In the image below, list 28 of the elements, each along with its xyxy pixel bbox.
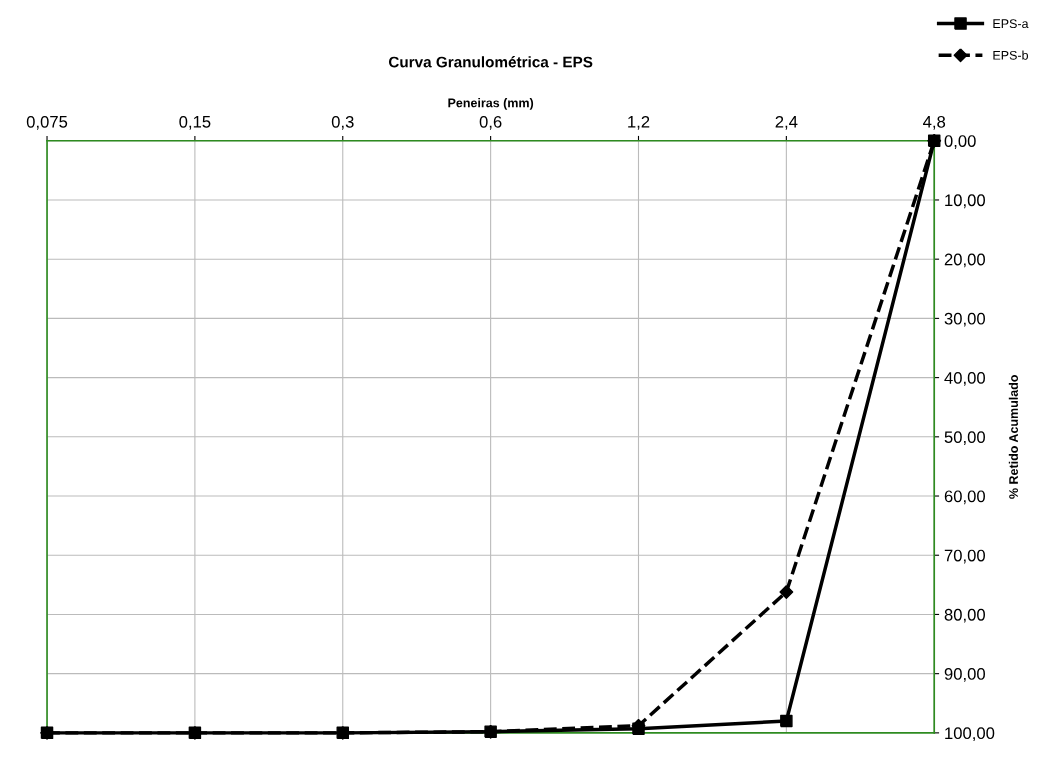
- y-tick-label: 20,00: [944, 253, 986, 268]
- legend-label: EPS-b: [993, 50, 1028, 60]
- y-tick-label: 90,00: [944, 668, 986, 682]
- x-tick-label: 4,8: [923, 115, 946, 130]
- point: [780, 714, 793, 728]
- x-tick-label: 2,4: [775, 115, 798, 130]
- y-tick-label: 100,00: [945, 727, 995, 742]
- x-tick-label: 0,075: [26, 115, 68, 130]
- y-tick-label: 80,00: [944, 608, 986, 623]
- y-tick-label: 10,00: [945, 194, 986, 209]
- x-axis-title: Peneiras (mm): [448, 98, 534, 110]
- y-tick-label: 40,00: [944, 372, 986, 386]
- y-axis-title: % Retido Acumulado: [1008, 375, 1018, 499]
- y-tick-label: 60,00: [944, 490, 986, 505]
- x-tick-label: 0,15: [179, 115, 211, 130]
- y-tick-label: 30,00: [944, 312, 986, 327]
- y-tick-label: 0,00: [944, 135, 976, 149]
- point: [927, 134, 941, 148]
- chart-title: Curva Granulométrica - EPS: [388, 56, 593, 68]
- y-tick-label: 50,00: [944, 431, 986, 445]
- x-tick-label: 1,2: [628, 115, 650, 130]
- point: [632, 722, 645, 735]
- point: [484, 725, 497, 738]
- point: [779, 585, 794, 599]
- legend-label: EPS-a: [993, 19, 1029, 29]
- x-tick-label: 0,6: [479, 115, 502, 130]
- x-tick-label: 0,3: [331, 115, 354, 130]
- y-tick-label: 70,00: [944, 549, 986, 564]
